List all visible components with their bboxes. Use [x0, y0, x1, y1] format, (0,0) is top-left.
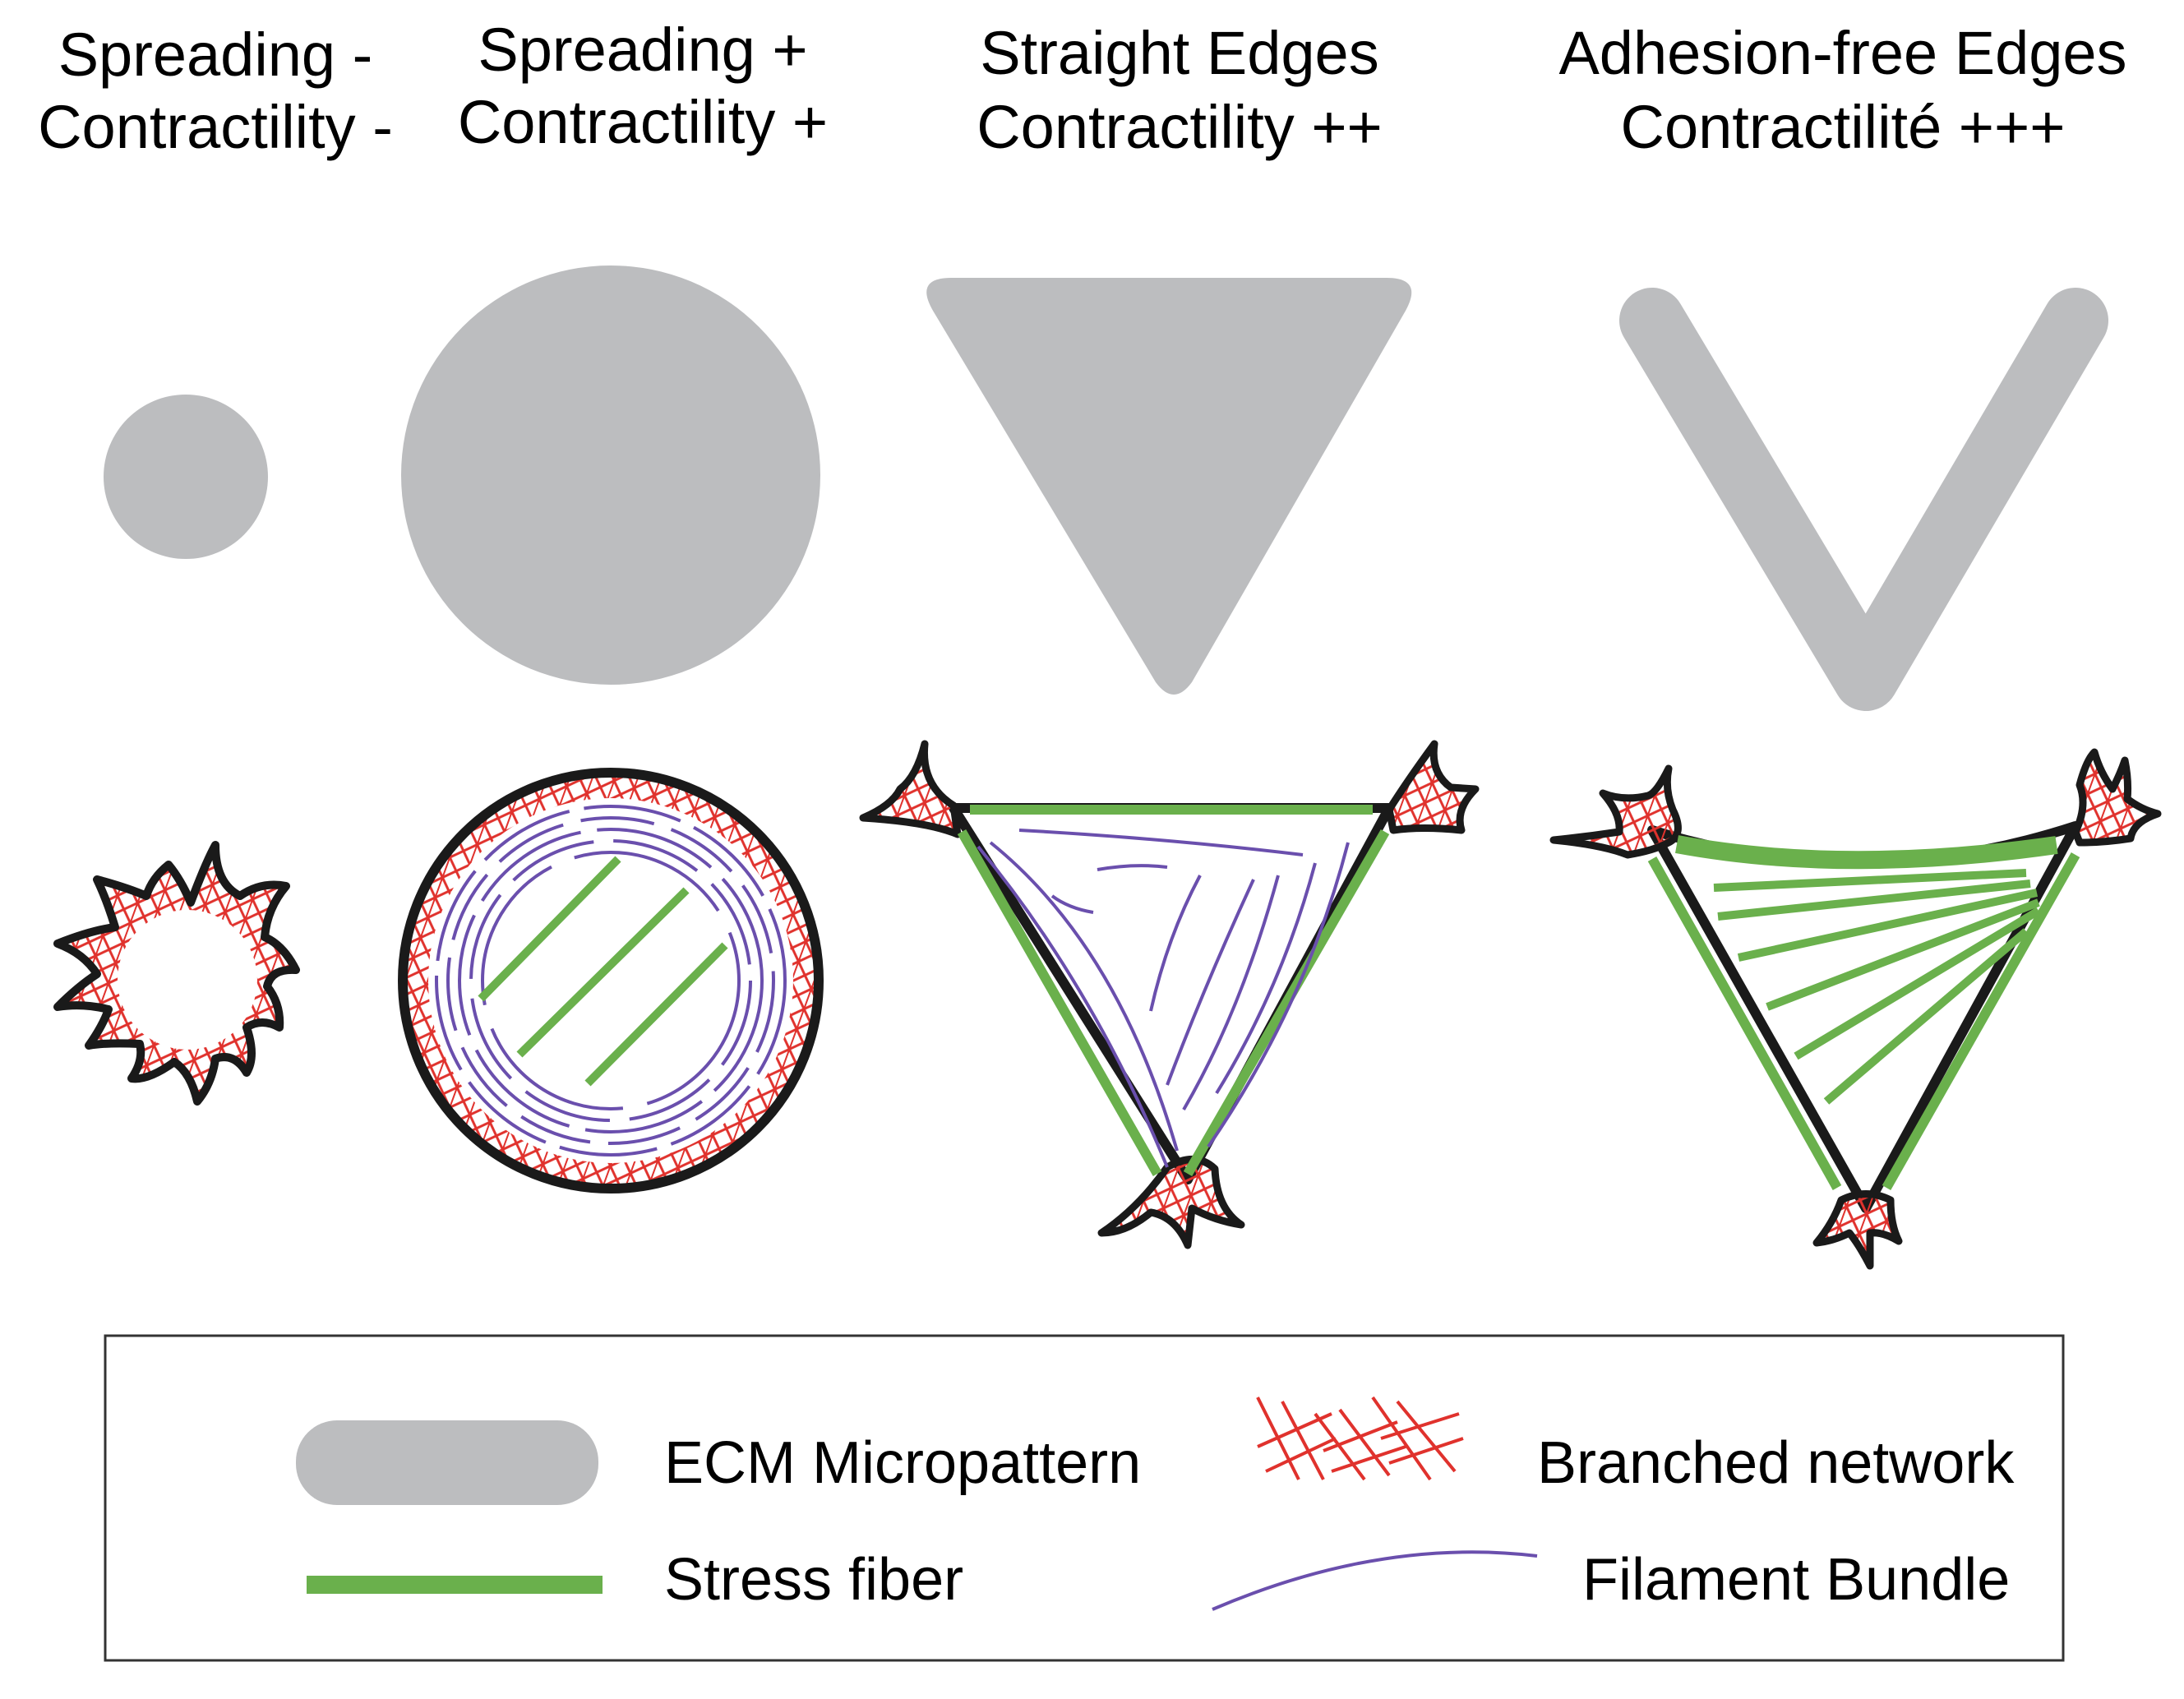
- cell2-stress-fibers: [478, 856, 728, 1087]
- stress-fiber: [1183, 829, 1390, 1176]
- cell3-stress-fibers: [957, 805, 1390, 1176]
- filament-bundle: [1207, 842, 1350, 1148]
- stress-fiber: [1794, 907, 2041, 1060]
- stress-fiber: [1766, 898, 2040, 1011]
- filament-bundle: [1050, 894, 1094, 914]
- filament-bundle: [458, 828, 764, 1133]
- adhesion-top-right: [2071, 748, 2162, 847]
- cell4-corner-adhesions: [1549, 748, 2162, 1270]
- ecm-triangle: [926, 278, 1412, 695]
- stress-fiber: [1713, 869, 2027, 892]
- adhesion-top-left: [859, 740, 962, 838]
- col1-title-line1: Spreading -: [58, 21, 373, 89]
- legend-stress-label: Stress fiber: [664, 1547, 963, 1613]
- cell3-filament-bundles: [977, 829, 1350, 1168]
- filament-bundle: [469, 839, 752, 1122]
- adhesion-bottom: [1812, 1190, 1903, 1270]
- adhesion-top-left: [1549, 764, 1682, 859]
- cell-triangle: [859, 740, 1480, 1249]
- legend-filament-swatch: [1212, 1550, 1538, 1611]
- filament-bundle: [1097, 864, 1168, 871]
- filament-bundle: [481, 851, 741, 1110]
- stress-fiber: [516, 887, 690, 1058]
- legend-branched-swatch: [1256, 1396, 1464, 1481]
- filament-bundle: [989, 841, 1179, 1152]
- cell4-stress-fibers: [1647, 835, 2080, 1190]
- stress-fiber: [1717, 880, 2031, 921]
- col2-title-line1: Spreading +: [478, 16, 807, 84]
- col3-title-line1: Straight Edges: [980, 19, 1378, 87]
- legend-ecm-swatch: [296, 1420, 598, 1505]
- column-titles: Spreading - Contractility - Spreading + …: [38, 16, 2126, 161]
- col1-title-line2: Contractility -: [38, 93, 393, 161]
- stress-fiber: [1823, 928, 2029, 1105]
- stress-fiber: [957, 829, 1162, 1176]
- stress-fiber-arc: [1674, 835, 2058, 870]
- legend-branched-label: Branched network: [1537, 1430, 2015, 1496]
- ecm-small-disc: [104, 395, 268, 559]
- col3-title-line2: Contractility ++: [977, 93, 1383, 161]
- col4-title-line2: Contractilité +++: [1621, 93, 2066, 161]
- cell-round-spread: [398, 768, 824, 1193]
- col4-title-line1: Adhesion-free Edges: [1558, 19, 2126, 87]
- filament-bundle: [1166, 879, 1255, 1086]
- adhesion-bottom: [1097, 1156, 1245, 1249]
- legend-filament-label: Filament Bundle: [1582, 1547, 2010, 1613]
- cell-v-shape: [1549, 748, 2162, 1270]
- legend-ecm-label: ECM Micropattern: [664, 1430, 1141, 1496]
- filament-bundle: [1149, 875, 1202, 1012]
- filament-bundle: [1182, 875, 1280, 1111]
- stress-fiber: [1647, 856, 1842, 1190]
- cell-small-unspread: [53, 841, 300, 1106]
- adhesion-top-right: [1385, 740, 1480, 834]
- cell1-cytoplasm-clear: [118, 910, 257, 1050]
- stress-fiber: [1882, 852, 2080, 1190]
- filament-bundle: [1215, 862, 1317, 1095]
- cell3-corner-adhesions: [859, 740, 1480, 1249]
- cell2-filament-bundles: [435, 805, 787, 1157]
- stress-fiber: [1737, 889, 2039, 962]
- cell3-outline: [949, 803, 1394, 1184]
- ecm-large-disc: [401, 265, 820, 685]
- filament-bundle: [446, 816, 775, 1145]
- filament-bundle: [435, 805, 787, 1157]
- col2-title-line2: Contractility +: [458, 88, 828, 156]
- ecm-v-shape: [1619, 288, 2108, 711]
- stress-fiber: [478, 856, 621, 1002]
- filament-bundle: [1018, 829, 1304, 856]
- stress-fiber: [584, 942, 728, 1087]
- filament-bundle: [977, 845, 1169, 1168]
- legend-stress-swatch: [307, 1576, 603, 1594]
- ecm-micropatterns: [104, 265, 2108, 711]
- legend: ECM Micropattern Stress fiber Branched n…: [104, 1334, 2065, 1662]
